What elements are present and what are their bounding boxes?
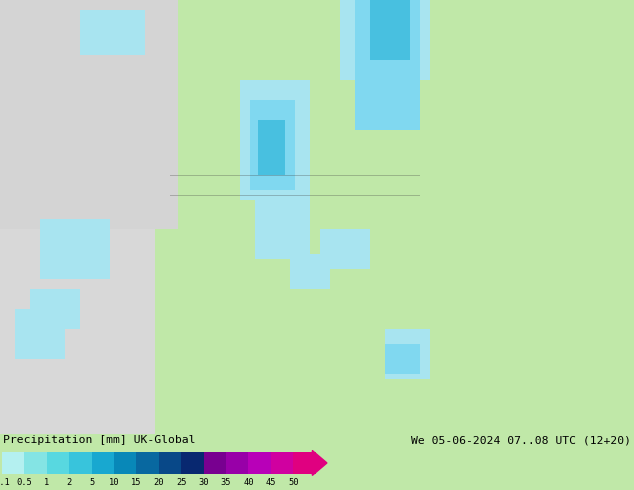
Text: 2: 2 bbox=[67, 478, 72, 487]
Bar bbox=[181, 452, 204, 474]
Bar bbox=[136, 452, 158, 474]
Text: 0.1: 0.1 bbox=[0, 478, 10, 487]
Text: 1: 1 bbox=[44, 478, 49, 487]
Bar bbox=[114, 452, 136, 474]
Bar bbox=[69, 452, 91, 474]
Bar bbox=[204, 452, 226, 474]
Text: 5: 5 bbox=[89, 478, 94, 487]
Text: 35: 35 bbox=[221, 478, 231, 487]
Text: 20: 20 bbox=[153, 478, 164, 487]
Bar bbox=[226, 452, 249, 474]
Text: 40: 40 bbox=[243, 478, 254, 487]
Text: We 05-06-2024 07..08 UTC (12+20): We 05-06-2024 07..08 UTC (12+20) bbox=[411, 435, 631, 445]
Bar bbox=[91, 452, 114, 474]
Bar bbox=[2, 452, 24, 474]
Text: 10: 10 bbox=[109, 478, 119, 487]
Text: 0.5: 0.5 bbox=[16, 478, 32, 487]
Text: 15: 15 bbox=[131, 478, 141, 487]
Text: Precipitation [mm] UK-Global: Precipitation [mm] UK-Global bbox=[3, 435, 196, 445]
Bar bbox=[24, 452, 47, 474]
Bar bbox=[271, 452, 294, 474]
Text: 45: 45 bbox=[266, 478, 276, 487]
Bar bbox=[294, 452, 316, 474]
Text: 50: 50 bbox=[288, 478, 299, 487]
Bar bbox=[47, 452, 69, 474]
Text: 30: 30 bbox=[198, 478, 209, 487]
Bar bbox=[158, 452, 181, 474]
Bar bbox=[249, 452, 271, 474]
Text: 25: 25 bbox=[176, 478, 186, 487]
FancyArrow shape bbox=[313, 451, 327, 475]
